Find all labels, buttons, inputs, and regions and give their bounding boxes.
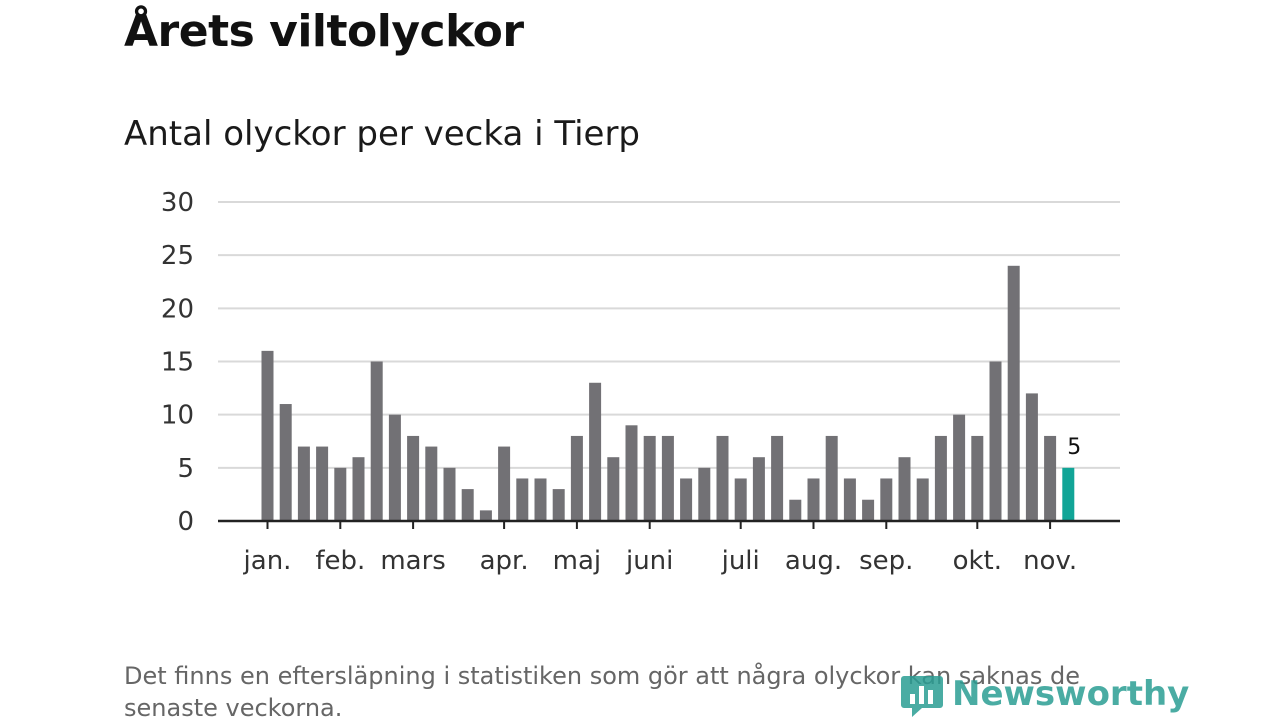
x-tick-label: nov. [1023, 546, 1077, 576]
bar [807, 478, 820, 521]
bar [352, 457, 365, 521]
newsworthy-logo-icon [901, 676, 943, 717]
bar [680, 478, 693, 521]
x-tick-label: juli [721, 546, 760, 576]
bar [316, 446, 329, 521]
bar [607, 457, 620, 521]
y-tick-label: 0 [177, 507, 194, 537]
bar [716, 435, 729, 521]
x-tick-label: feb. [315, 546, 365, 576]
bar [425, 446, 438, 521]
x-tick-label: aug. [785, 546, 842, 576]
chart-title: Årets viltolyckor [124, 6, 524, 57]
bar [752, 457, 765, 521]
bar [898, 457, 911, 521]
bar [279, 404, 292, 521]
bar [661, 435, 674, 521]
bar [880, 478, 893, 521]
bar [643, 435, 656, 521]
bar [443, 467, 456, 521]
x-tick-label: maj [553, 546, 601, 576]
bar [1007, 265, 1020, 521]
bar-chart: 0 5 10 15 20 25 30 5 jan. feb. mars apr. maj juni ju… [161, 188, 1120, 576]
y-tick-label: 25 [161, 241, 194, 271]
bar [1044, 435, 1057, 521]
x-tick-label: okt. [953, 546, 1002, 576]
bar [570, 435, 583, 521]
x-tick-label: juni [625, 546, 673, 576]
bar [771, 435, 784, 521]
bar [953, 414, 966, 521]
bar [370, 361, 383, 521]
bar [698, 467, 711, 521]
bar [916, 478, 929, 521]
bar [407, 435, 420, 521]
brand-name: Newsworthy [952, 674, 1190, 714]
y-tick-label: 20 [161, 294, 194, 324]
chart-subtitle: Antal olyckor per vecka i Tierp [124, 114, 641, 154]
bar [843, 478, 856, 521]
y-tick-label: 30 [161, 188, 194, 218]
bar [261, 350, 274, 521]
x-tick-label: sep. [859, 546, 913, 576]
x-tick-label: apr. [480, 546, 529, 576]
bar [498, 446, 511, 521]
bar-latest-week [1062, 467, 1075, 521]
bar [789, 499, 802, 521]
bar [989, 361, 1002, 521]
bar [971, 435, 984, 521]
bar [625, 425, 638, 521]
y-tick-label: 10 [161, 401, 194, 431]
bar [934, 435, 947, 521]
bar [862, 499, 875, 521]
x-axis: jan. feb. mars apr. maj juni juli aug. sep. okt. n… [218, 519, 1120, 576]
gridlines [218, 201, 1120, 469]
x-tick-label: jan. [243, 546, 292, 576]
data-label: 5 [1067, 435, 1081, 460]
bar [297, 446, 310, 521]
y-tick-label: 5 [177, 454, 194, 484]
bar [552, 489, 565, 521]
y-axis-labels: 0 5 10 15 20 25 30 [161, 188, 194, 537]
bar [825, 435, 838, 521]
bar [589, 382, 602, 521]
bar [388, 414, 401, 521]
brand-logo: Newsworthy [900, 668, 1189, 720]
bar [516, 478, 529, 521]
x-tick-label: mars [380, 546, 446, 576]
bar [534, 478, 547, 521]
bars: 5 [261, 265, 1081, 521]
bar [461, 489, 474, 521]
y-tick-label: 15 [161, 348, 194, 378]
bar [479, 510, 492, 521]
bar [734, 478, 747, 521]
bar [1025, 393, 1038, 521]
bar [334, 467, 347, 521]
